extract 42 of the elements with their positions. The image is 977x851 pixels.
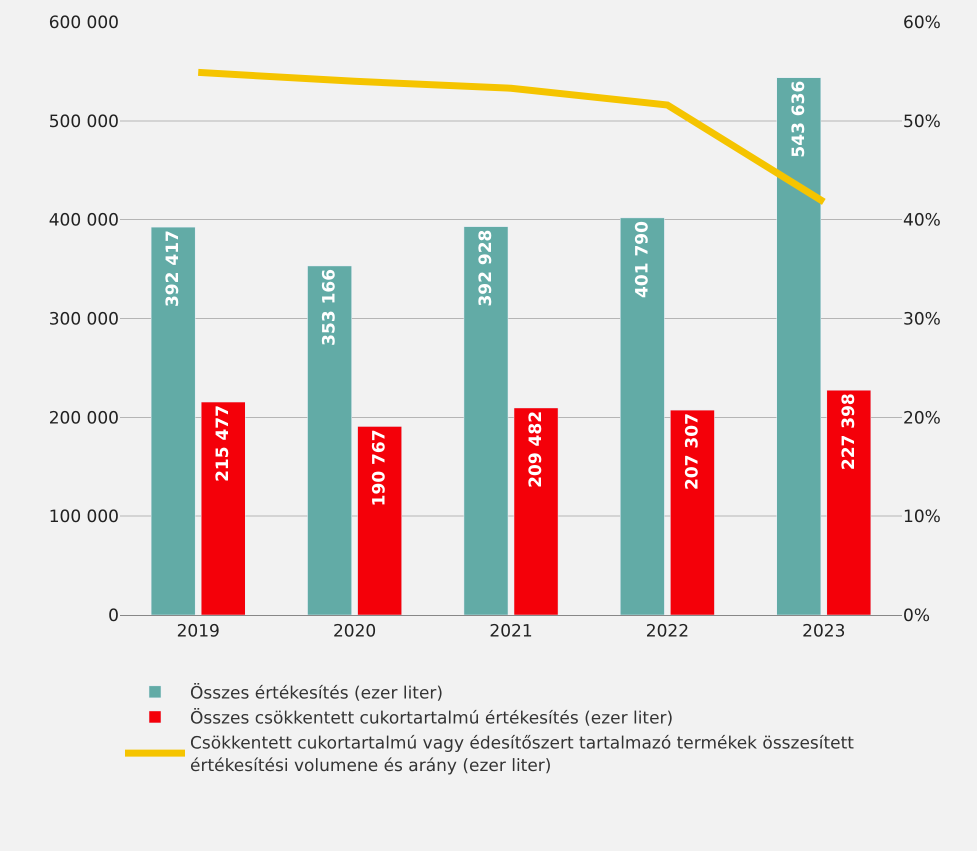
bar xyxy=(620,218,665,615)
bar xyxy=(150,226,196,615)
data-label: 392 417 xyxy=(163,230,184,308)
x-tick-label: 2019 xyxy=(176,621,220,642)
y2-tick-label: 0% xyxy=(903,606,930,626)
y2-tick-label: 30% xyxy=(903,309,941,330)
y2-tick-label: 40% xyxy=(903,210,941,231)
y2-tick-label: 50% xyxy=(903,112,941,132)
legend-label: Összes csökkentett cukortartalmú értékesítés (ezer liter) xyxy=(190,708,674,729)
y2-tick-label: 20% xyxy=(903,408,941,428)
bar xyxy=(200,402,246,615)
legend-label: Csökkentett cukortartalmú vagy édesítőszert tartalmazó termékek összesített értékesítési volumene és arány (ezer liter) xyxy=(190,734,854,776)
data-label: 207 307 xyxy=(682,413,702,490)
x-tick-label: 2021 xyxy=(489,621,533,642)
y-tick-label: 0 xyxy=(108,606,119,626)
data-label: 227 398 xyxy=(838,393,859,470)
y-tick-label: 400 000 xyxy=(48,210,119,231)
data-label: 543 636 xyxy=(788,80,809,158)
bar xyxy=(670,410,715,615)
bar xyxy=(357,426,402,615)
y2-tick-label: 10% xyxy=(903,507,941,528)
y-tick-label: 300 000 xyxy=(48,309,119,330)
bar xyxy=(826,390,872,615)
x-tick-label: 2023 xyxy=(802,621,846,642)
x-tick-label: 2020 xyxy=(332,621,376,642)
y-tick-label: 500 000 xyxy=(48,112,119,132)
x-tick-label: 2022 xyxy=(646,621,690,642)
bar xyxy=(776,77,822,615)
data-label: 392 928 xyxy=(476,230,496,307)
data-label: 401 790 xyxy=(632,220,652,298)
legend-label: Összes értékesítés (ezer liter) xyxy=(190,682,444,704)
bar xyxy=(464,226,508,615)
data-label: 190 767 xyxy=(370,429,390,506)
data-label: 353 166 xyxy=(320,268,340,346)
y-tick-label: 200 000 xyxy=(48,408,119,428)
bar xyxy=(514,408,558,615)
data-label: 215 477 xyxy=(213,405,234,482)
y2-tick-label: 60% xyxy=(903,12,941,33)
y-tick-label: 100 000 xyxy=(48,507,119,528)
data-label: 209 482 xyxy=(526,410,546,488)
y-tick-label: 600 000 xyxy=(48,12,119,33)
bar xyxy=(307,266,352,615)
